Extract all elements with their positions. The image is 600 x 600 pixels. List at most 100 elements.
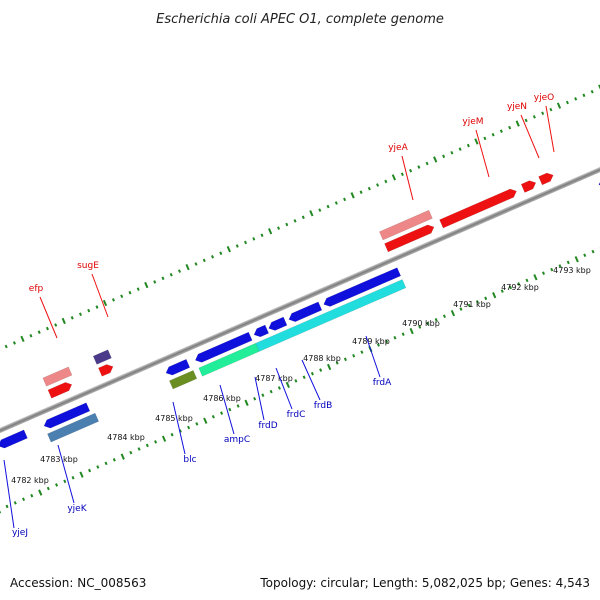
gene-label-yjeM: yjeM [462,117,483,127]
scale-label: 4793 kbp [553,266,591,275]
feature-yjeP-cds [598,168,600,188]
tick-mark [261,393,265,397]
scale-label: 4783 kbp [40,455,78,464]
genome-summary-text: Topology: circular; Length: 5,082,025 bp… [259,576,590,590]
scale-label: 4787 kbp [255,374,293,383]
tick-mark [450,150,454,155]
tick-mark [211,255,215,259]
tick-row-reverse [0,246,600,514]
feature-yjeJ-cds [0,429,28,449]
gene-leader-line [401,155,414,201]
tick-mark [343,357,347,362]
tick-mark [277,386,281,390]
tick-mark [144,281,149,289]
gene-label-frdC: frdC [287,410,306,420]
gene-label-yjeA: yjeA [388,143,408,153]
tick-mark [88,468,92,473]
tick-mark [161,276,165,281]
tick-mark [309,210,314,217]
tick-mark [30,493,34,498]
tick-mark [202,258,206,263]
tick-mark [195,422,199,426]
tick-mark [467,303,471,308]
scale-label: 4792 kbp [501,283,539,292]
scale-label: 4791 kbp [453,300,491,309]
gene-leader-line [365,335,381,378]
tick-mark [566,260,570,265]
tick-mark [228,407,232,412]
tick-mark [293,219,297,223]
feature-frdC-cds [268,316,288,331]
gene-label-yjeJ: yjeJ [12,528,28,538]
tick-mark [112,458,116,462]
tick-mark [294,379,298,383]
tick-mark [384,179,388,184]
tick-mark [267,228,273,235]
gene-leader-line [301,359,321,401]
tick-mark [532,115,536,119]
tick-mark [442,154,446,159]
tick-mark [508,285,513,290]
tick-mark [565,100,569,105]
tick-mark [13,501,17,505]
gene-labels: efp sugE yjeA yjeM yjeN yjeO yjeJ yjeK blc ampC fr… [3,93,555,538]
gene-leader-line [475,129,490,178]
tick-mark [177,269,182,273]
tick-mark [244,240,248,245]
feature-yjeA-cds [384,224,435,253]
scale-labels: 4782 kbp 4783 kbp 4784 kbp 4785 kbp 4786 kbp… [11,266,591,485]
tick-mark [574,256,579,263]
tick-row-forward [4,84,600,349]
tick-mark [236,404,240,408]
tick-mark [409,327,414,335]
gene-leader-line [172,401,186,455]
tick-mark [433,156,438,163]
tick-mark [79,471,84,478]
feature-blc-cds [165,358,191,376]
tick-mark [417,165,421,169]
tick-mark [391,174,397,181]
feature-yjeN-cds [520,180,537,193]
tick-mark [169,272,173,277]
tick-mark [533,274,538,281]
tick-mark [22,497,26,502]
tick-mark [483,136,487,141]
gene-label-frdD: frdD [258,421,277,431]
feature-efp-gene [42,366,73,387]
tick-mark [302,375,306,380]
gene-label-blc: blc [183,455,196,465]
tick-mark [37,330,41,334]
tick-mark [128,290,132,295]
tick-mark [359,190,363,194]
tick-mark [136,287,140,291]
scale-label: 4790 kbp [402,319,440,328]
gene-leader-line [254,376,265,421]
tick-mark [376,343,380,347]
tick-mark [318,208,322,212]
tick-mark [517,282,521,286]
feature-frdB-cds [288,301,323,322]
tick-mark [253,397,257,401]
tick-mark [385,339,389,344]
tick-mark [78,312,82,316]
tick-mark [194,262,198,266]
tick-mark [46,486,50,491]
scale-label: 4785 kbp [155,414,193,423]
tick-mark [491,133,495,137]
tick-mark [161,435,167,442]
gene-label-yjeN: yjeN [507,102,527,112]
feature-ampC-cds [194,331,253,363]
tick-mark [500,289,504,293]
tick-mark [343,197,347,202]
tick-mark [334,201,338,205]
tick-mark [350,192,355,199]
tick-mark [285,381,290,389]
tick-mark [220,411,224,415]
feature-yjeM-cds [439,188,517,229]
tick-mark [499,129,503,133]
tick-mark [38,489,43,496]
tick-mark [211,414,215,419]
gene-leader-line [219,384,235,435]
